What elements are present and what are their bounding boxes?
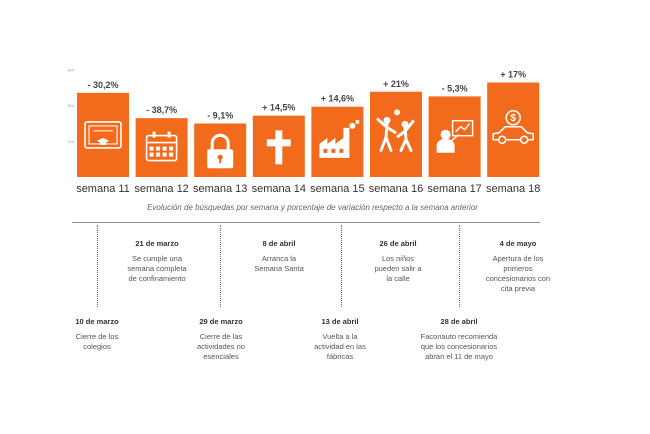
event-date: 26 de abril	[379, 239, 417, 248]
event-description: Los niños pueden salir a la calle	[374, 254, 422, 283]
timeline-event-29-marzo: 29 de marzo Cierre de las actividades no…	[181, 317, 261, 362]
bar-7	[428, 96, 481, 177]
event-description: Faconauto recomienda que los concesionar…	[420, 332, 498, 361]
timeline-line-2	[220, 225, 221, 307]
x-tick-label: semana 18	[486, 183, 540, 195]
event-description: Apertura de los primeros concesionarios …	[485, 254, 551, 293]
x-tick-label: semana 14	[252, 183, 306, 195]
data-label: + 14,5%	[262, 103, 295, 113]
timeline-event-8-abril: 8 de abril Arranca la Semana Santa	[239, 239, 319, 274]
svg-text:$: $	[510, 113, 516, 124]
certificate-icon	[84, 121, 122, 149]
event-date: 10 de marzo	[75, 317, 119, 326]
timeline-event-21-marzo: 21 de marzo Se cumple una semana complet…	[117, 239, 197, 284]
y-tick-label: 300	[67, 68, 74, 73]
event-description: Vuelta a la actividad en las fábricas	[314, 332, 366, 361]
timeline-line-3	[341, 225, 342, 307]
timeline-line-1	[97, 225, 98, 307]
bar-5	[311, 106, 364, 177]
factory-icon	[319, 119, 360, 158]
children-playing-icon	[376, 109, 415, 152]
timeline-event-28-abril: 28 de abril Faconauto recomienda que los…	[419, 317, 499, 362]
padlock-icon	[207, 133, 234, 169]
data-label: - 30,2%	[87, 80, 118, 90]
x-tick-label: semana 12	[134, 183, 188, 195]
cross-icon	[266, 130, 291, 165]
bar-8	[487, 82, 540, 177]
x-tick-label: semana 11	[76, 183, 130, 195]
event-description: Cierre de las actividades no esenciales	[197, 332, 245, 361]
event-date: 8 de abril	[262, 239, 296, 248]
event-date: 28 de abril	[440, 317, 478, 326]
event-date: 13 de abril	[321, 317, 359, 326]
x-tick-label: semana 13	[193, 183, 247, 195]
data-label: - 5,3%	[442, 83, 468, 93]
calendar-icon	[145, 131, 178, 162]
data-label: + 14,6%	[321, 94, 354, 104]
presenter-chart-icon	[436, 119, 474, 153]
event-description: Cierre de los colegios	[75, 332, 119, 351]
event-description: Arranca la Semana Santa	[254, 254, 304, 273]
event-date: 29 de marzo	[199, 317, 243, 326]
x-tick-label: semana 17	[427, 183, 481, 195]
timeline-event-13-abril: 13 de abril Vuelta a la actividad en las…	[300, 317, 380, 362]
data-label: - 38,7%	[146, 105, 177, 115]
timeline-event-4-mayo: 4 de mayo Apertura de los primeros conce…	[478, 239, 558, 294]
y-tick-label: 200	[67, 103, 74, 108]
bar-chart: 300 200 100 - 30,2% semana 11 - 38,7% semana 1…	[67, 68, 540, 196]
timeline-event-10-marzo: 10 de marzo Cierre de los colegios	[57, 317, 137, 352]
data-label: + 17%	[500, 69, 526, 79]
event-description: Se cumple una semana completa de confina…	[127, 254, 187, 283]
timeline-divider	[72, 222, 540, 223]
timeline-event-26-abril: 26 de abril Los niños pueden salir a la …	[358, 239, 438, 284]
data-label: - 9,1%	[207, 111, 233, 121]
x-tick-label: semana 16	[369, 183, 423, 195]
bar-2	[135, 118, 188, 177]
event-date: 4 de mayo	[499, 239, 537, 248]
data-label: + 21%	[383, 79, 409, 89]
chart-caption: Evolución de búsquedas por semana y porc…	[147, 203, 478, 212]
bar-6	[370, 91, 422, 177]
event-date: 21 de marzo	[135, 239, 179, 248]
car-dollar-icon: $	[492, 109, 535, 145]
y-tick-label: 100	[67, 139, 74, 144]
x-tick-label: semana 15	[310, 183, 364, 195]
timeline-line-4	[459, 225, 460, 307]
